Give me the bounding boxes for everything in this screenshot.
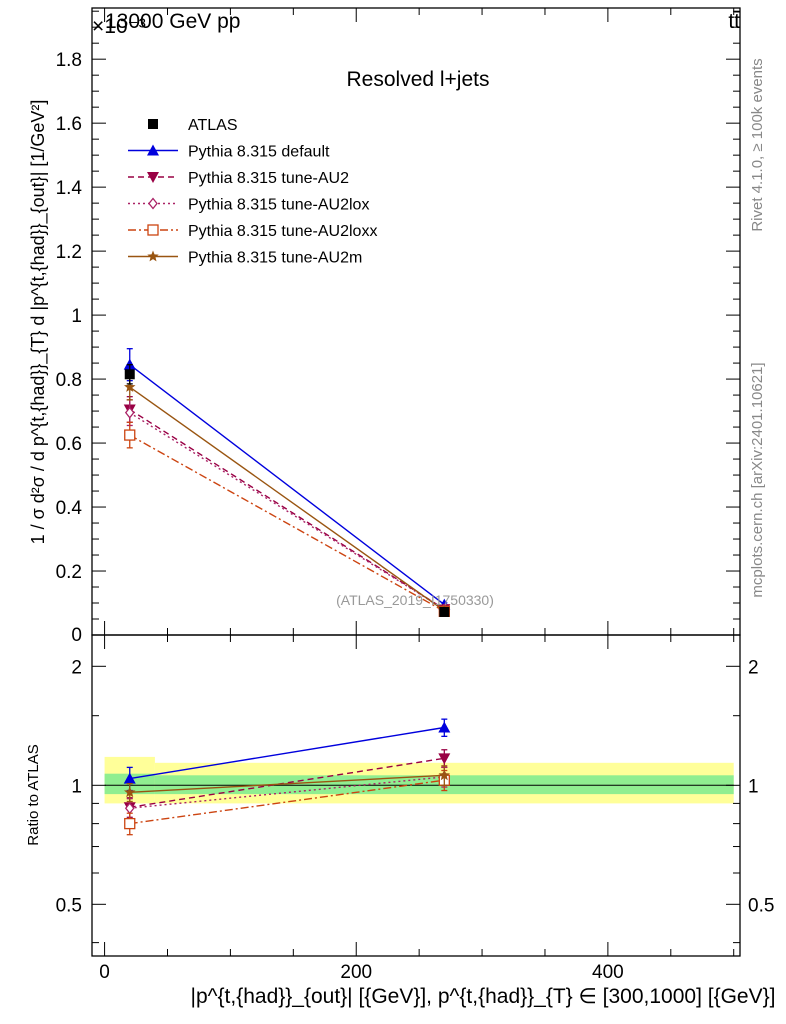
main-ytick-zero-label: 0 (71, 625, 82, 646)
legend-label-au2loxx: Pythia 8.315 tune-AU2loxx (188, 223, 377, 240)
xtick-label: 0 (99, 962, 110, 983)
ratio-ytick-label-right: 1 (748, 776, 759, 797)
legend-marker-au2m (147, 250, 159, 262)
main-line-au2lox (129, 412, 445, 610)
exponent-label: ×10⁻³ (92, 15, 146, 38)
main-point-atlas (439, 606, 450, 617)
process-label: tt̄ (728, 10, 740, 33)
rivet-version-label: Rivet 4.1.0, ≥ 100k events (749, 58, 766, 231)
ratio-ytick-label: 1 (71, 776, 82, 797)
main-point-atlas (124, 369, 135, 380)
energy-label: 13000 GeV pp (105, 10, 240, 33)
ratio-line-au2loxx (129, 779, 445, 825)
x-axis-label: |p^{t,{had}}_{out}| [{GeV}], p^{t,{had}}… (191, 985, 776, 1008)
main-ytick-label: 0.8 (56, 370, 82, 391)
ratio-ytick-label: 0.5 (56, 895, 82, 916)
main-series-layer (123, 348, 451, 617)
ratio-line-au2m (129, 774, 445, 793)
main-ytick-label: 0.2 (56, 562, 82, 583)
ratio-point-default (438, 721, 451, 733)
legend-marker-atlas (148, 119, 158, 129)
legend-entry-default: Pythia 8.315 default (128, 144, 330, 161)
ratio-point-au2m (438, 769, 450, 781)
ratio-line-au2 (129, 757, 445, 808)
ratio-series-default (123, 718, 451, 792)
ratio-point-au2 (438, 753, 451, 765)
main-line-default (129, 364, 445, 606)
main-line-au2m (129, 386, 445, 612)
main-line-au2loxx (129, 434, 445, 612)
legend-entry-au2m: Pythia 8.315 tune-AU2m (128, 250, 362, 267)
legend-marker-au2loxx (147, 224, 159, 236)
ratio-point-au2m (124, 786, 136, 798)
ratio-series-layer (123, 718, 451, 836)
legend-label-default: Pythia 8.315 default (188, 144, 330, 161)
mcplots-label: mcplots.cern.ch [arXiv:2401.10621] (749, 362, 766, 597)
xtick-label: 400 (592, 962, 624, 983)
legend-entry-atlas: ATLAS (148, 117, 238, 134)
main-ytick-label: 1.8 (56, 50, 82, 71)
legend-entry-au2loxx: Pythia 8.315 tune-AU2loxx (128, 223, 377, 240)
main-ytick-label: 0.4 (56, 498, 83, 519)
legend-marker-default (147, 144, 159, 156)
ratio-series-au2m (124, 765, 450, 803)
ratio-axis-label: Ratio to ATLAS (25, 744, 42, 845)
legend-label-au2m: Pythia 8.315 tune-AU2m (188, 250, 362, 267)
ratio-ytick-label-right: 2 (748, 657, 759, 678)
legend-label-atlas: ATLAS (188, 117, 238, 134)
main-series-atlas (124, 364, 450, 617)
main-axis-ticks: 0.2 0.4 0.6 0.8 1 1.2 1.4 1.6 1.8 0 0 200 400 (56, 8, 740, 983)
legend: ATLAS Pythia 8.315 default Pythia 8.315 tu… (128, 117, 377, 267)
legend-marker-au2 (147, 172, 159, 183)
ratio-point-au2loxx (124, 817, 136, 830)
legend-label-au2lox: Pythia 8.315 tune-AU2lox (188, 197, 369, 214)
ratio-line-default (129, 726, 445, 780)
plot-title: Resolved l+jets (347, 68, 490, 91)
main-ytick-label: 0.6 (56, 434, 82, 455)
watermark: (ATLAS_2019_I1750330) (336, 592, 494, 608)
main-line-au2 (129, 408, 445, 610)
ratio-frame (91, 634, 741, 957)
main-ytick-label: 1.4 (56, 178, 83, 199)
ratio-point-default (123, 772, 136, 784)
legend-label-au2: Pythia 8.315 tune-AU2 (188, 170, 349, 187)
main-ytick-label: 1.6 (56, 114, 82, 135)
main-point-au2loxx (124, 429, 136, 441)
ratio-ytick-label-right: 0.5 (748, 895, 774, 916)
xtick-label: 200 (340, 962, 372, 983)
legend-marker-au2lox (148, 197, 158, 210)
main-point-au2lox (124, 406, 135, 419)
y-axis-label: 1 / σ d²σ / d p^{t,{had}}_{T} d |p^{t,{h… (28, 100, 49, 545)
main-point-au2m (124, 381, 136, 392)
legend-entry-au2lox: Pythia 8.315 tune-AU2lox (128, 197, 369, 214)
legend-entry-au2: Pythia 8.315 tune-AU2 (128, 170, 349, 187)
main-ytick-label: 1.2 (56, 242, 82, 263)
ratio-axis-ticks: 0.5 0.5 1 1 2 2 (56, 657, 774, 944)
main-ytick-label: 1 (71, 306, 82, 327)
ratio-ytick-label: 2 (71, 657, 82, 678)
